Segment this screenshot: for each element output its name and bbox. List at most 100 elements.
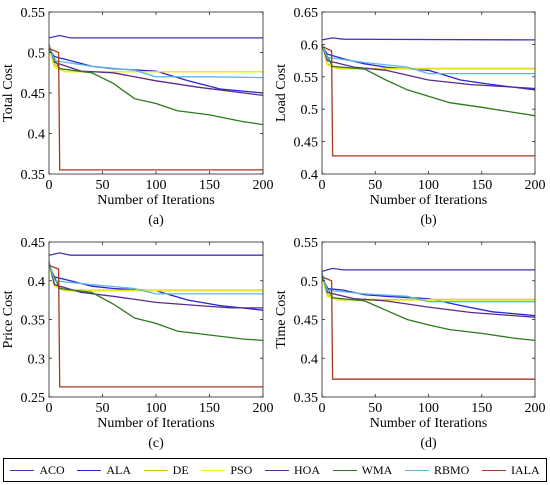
y-tick-label: 0.4 xyxy=(28,275,46,290)
legend-swatch xyxy=(264,469,289,471)
x-tick-label: 50 xyxy=(368,178,382,193)
panel-caption: (d) xyxy=(420,436,437,451)
legend-item-aco: ACO xyxy=(10,462,65,478)
legend-item-hoa: HOA xyxy=(264,462,320,478)
x-tick-label: 100 xyxy=(418,401,439,416)
series-line-iala xyxy=(321,276,535,380)
series-line-rbmo xyxy=(48,44,264,79)
y-tick-label: 0.55 xyxy=(21,6,46,21)
series-line-ala xyxy=(48,265,264,311)
series-line-hoa xyxy=(321,272,536,318)
x-tick-label: 50 xyxy=(96,401,110,416)
series-line-aco xyxy=(48,252,263,256)
y-tick-label: 0.35 xyxy=(21,168,46,183)
y-axis-label: Load Cost xyxy=(274,64,289,122)
legend-label: ALA xyxy=(106,462,131,477)
x-axis-label: Number of Iterations xyxy=(370,193,487,208)
y-axis-label: Time Cost xyxy=(274,290,289,348)
legend-item-wma: WMA xyxy=(332,462,393,478)
series-line-de xyxy=(321,272,535,301)
legend-item-pso: PSO xyxy=(201,463,252,478)
series-line-rbmo xyxy=(321,44,535,75)
y-tick-label: 0.5 xyxy=(301,275,319,290)
y-tick-label: 0.55 xyxy=(294,236,319,251)
x-tick-label: 100 xyxy=(146,178,167,193)
series-line-hoa xyxy=(321,44,536,90)
x-tick-label: 200 xyxy=(253,401,274,416)
x-tick-label: 200 xyxy=(253,178,274,193)
panel-caption: (b) xyxy=(420,213,437,228)
y-tick-label: 0.5 xyxy=(28,47,46,62)
y-tick-label: 0.45 xyxy=(21,236,46,251)
y-axis-label: Price Cost xyxy=(1,290,16,348)
series-line-pso xyxy=(321,45,535,70)
x-axis-label: Number of Iterations xyxy=(370,416,487,431)
series-line-iala xyxy=(48,264,263,388)
series-line-aco xyxy=(321,267,535,273)
y-tick-label: 0.4 xyxy=(301,352,319,367)
series-line-wma xyxy=(48,48,264,126)
chart-panel-3: 0 50 100 150 200 0.25 0.3 0.35 0.4 0.45 Number of … xyxy=(1,236,274,451)
legend-item-de: DE xyxy=(143,462,189,478)
y-tick-label: 0.65 xyxy=(294,6,319,21)
series-line-ala xyxy=(321,45,536,91)
x-tick-label: 150 xyxy=(199,178,220,193)
legend-item-rbmo: RBMO xyxy=(404,463,469,478)
x-tick-label: 100 xyxy=(418,178,439,193)
chart-panel-4: 0 50 100 150 200 0.35 0.4 0.45 0.5 0.55 Number of … xyxy=(274,236,546,451)
legend-label: HOA xyxy=(293,462,320,477)
panel-caption: (c) xyxy=(148,436,164,451)
series-line-wma xyxy=(48,265,264,342)
y-axis-label: Total Cost xyxy=(1,64,16,122)
chart-panel-2: 0 50 100 150 200 0.4 0.45 0.5 0.55 0.6 0.65 Number … xyxy=(274,6,546,228)
series-line-pso xyxy=(48,265,263,292)
series-line-iala xyxy=(48,47,263,171)
y-tick-label: 0.45 xyxy=(294,314,319,329)
series-line-rbmo xyxy=(321,272,535,303)
legend-label: DE xyxy=(172,462,189,477)
legend-item-ala: ALA xyxy=(77,463,131,478)
x-tick-label: 150 xyxy=(471,178,492,193)
legend-swatch xyxy=(481,469,506,471)
series-line-de xyxy=(48,261,263,291)
x-tick-label: 50 xyxy=(96,178,110,193)
legend-label: ACO xyxy=(39,462,65,477)
panel-caption: (a) xyxy=(148,213,164,228)
legend-label: IALA xyxy=(510,462,540,477)
chart-panel-1: 0 50 100 150 200 0.35 0.4 0.45 0.5 0.55 Number of … xyxy=(1,6,274,228)
legend-swatch xyxy=(10,469,35,471)
series-line-wma xyxy=(321,276,536,342)
series-line-hoa xyxy=(48,261,263,309)
x-tick-label: 0 xyxy=(46,401,53,416)
legend-swatch xyxy=(143,469,168,471)
x-tick-label: 200 xyxy=(525,401,546,416)
y-tick-label: 0.55 xyxy=(294,71,319,86)
legend-swatch xyxy=(201,469,226,471)
y-tick-label: 0.45 xyxy=(21,87,46,102)
series-line-aco xyxy=(48,34,263,39)
y-tick-label: 0.4 xyxy=(28,128,46,143)
y-tick-label: 0.45 xyxy=(294,136,319,151)
series-line-pso xyxy=(321,276,535,301)
y-tick-label: 0.6 xyxy=(301,38,319,53)
x-tick-label: 150 xyxy=(471,401,492,416)
y-tick-label: 0.3 xyxy=(28,352,46,367)
y-tick-label: 0.5 xyxy=(301,103,319,118)
x-tick-label: 200 xyxy=(525,178,546,193)
y-tick-label: 0.25 xyxy=(21,391,46,406)
series-line-ala xyxy=(321,276,536,317)
x-tick-label: 100 xyxy=(146,401,167,416)
series-line-wma xyxy=(321,45,536,117)
legend-label: WMA xyxy=(361,462,393,477)
axes-box xyxy=(321,241,536,398)
axes-box xyxy=(48,241,264,398)
series-line-de xyxy=(48,44,263,73)
legend-swatch xyxy=(404,469,429,471)
y-tick-label: 0.35 xyxy=(294,391,319,406)
legend-item-iala: IALA xyxy=(481,462,540,478)
axes-box xyxy=(48,11,264,175)
axes-box xyxy=(321,11,536,175)
series-line-iala xyxy=(321,45,535,157)
y-tick-label: 0.4 xyxy=(301,168,319,183)
